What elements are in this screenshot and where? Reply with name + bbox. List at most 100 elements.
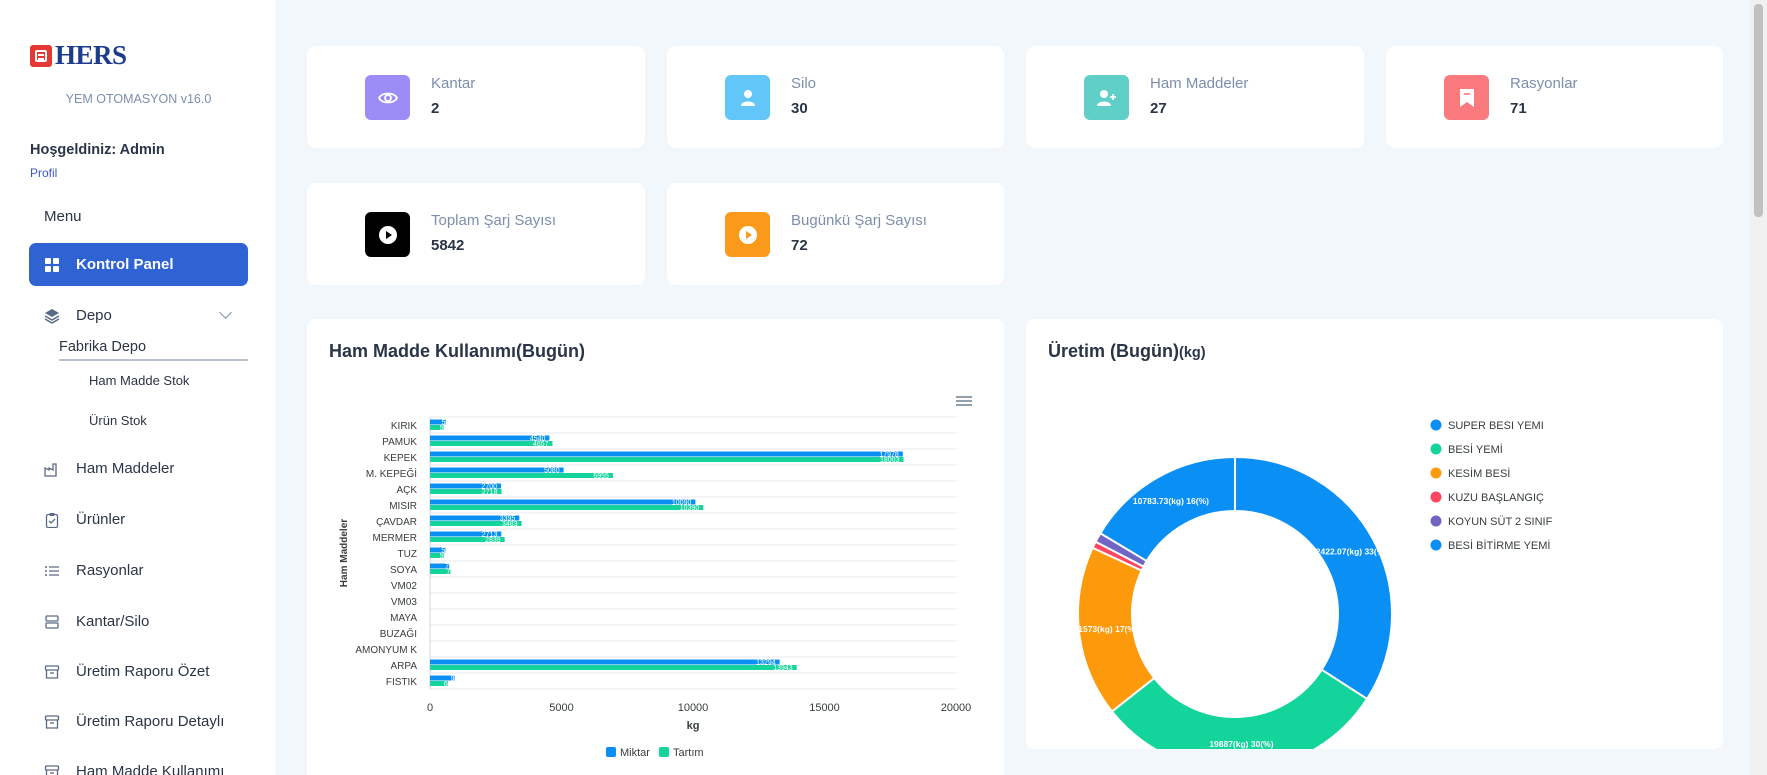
donut-slice bbox=[1110, 668, 1369, 749]
legend-label: KUZU BAŞLANGIÇ bbox=[1448, 492, 1544, 504]
category-label: MISIR bbox=[389, 501, 417, 512]
panel-title: Ham Madde Kullanımı(Bugün) bbox=[329, 341, 585, 361]
bar-tartım bbox=[430, 569, 451, 574]
legend-swatch bbox=[659, 747, 669, 757]
bar-miktar bbox=[430, 419, 446, 425]
bar-tartım bbox=[430, 505, 704, 510]
data-label: 935 bbox=[451, 676, 463, 683]
category-label: ÇAVDAR bbox=[376, 517, 417, 528]
x-tick-label: 15000 bbox=[809, 702, 840, 714]
sidebar-item-urunler[interactable]: Ürünler bbox=[29, 498, 248, 541]
user-plus-icon bbox=[1084, 75, 1129, 120]
bar-miktar bbox=[430, 675, 455, 681]
sidebar-subitem-ham-madde-stok[interactable]: Ham Madde Stok bbox=[89, 373, 190, 388]
bar-tartım bbox=[430, 441, 553, 446]
chart-menu-icon bbox=[956, 396, 972, 406]
stat-value: 72 bbox=[791, 237, 808, 254]
stat-card-ham-maddeler[interactable]: Ham Maddeler 27 bbox=[1026, 46, 1364, 148]
stat-card-toplam-sarj[interactable]: Toplam Şarj Sayısı 5842 bbox=[307, 183, 645, 285]
x-tick-label: 20000 bbox=[941, 702, 972, 714]
bar-tartım bbox=[430, 521, 522, 526]
slice-label: 22422.07(kg) 33(%) bbox=[1311, 547, 1387, 557]
x-axis-label: kg bbox=[687, 720, 700, 732]
bar-miktar bbox=[430, 515, 520, 521]
data-label: 13943 bbox=[773, 665, 793, 672]
legend-label: Miktar bbox=[620, 747, 650, 759]
bar-tartım bbox=[430, 425, 444, 430]
sidebar-item-rasyonlar[interactable]: Rasyonlar bbox=[29, 549, 248, 592]
legend-label: KOYUN SÜT 2 SINIF bbox=[1448, 516, 1553, 528]
sidebar-item-kontrol-panel[interactable]: Kontrol Panel bbox=[29, 243, 248, 286]
sidebar-item-label: Ham Maddeler bbox=[76, 460, 175, 477]
data-label: 10090 bbox=[672, 500, 692, 507]
sidebar: HERS YEM OTOMASYON v16.0 Hoşgeldiniz: Ad… bbox=[0, 0, 277, 775]
sidebar-item-uretim-raporu-ozet[interactable]: Üretim Raporu Özet bbox=[29, 650, 248, 693]
sidebar-item-label: Ham Madde Kullanımı bbox=[76, 763, 225, 775]
eye-icon bbox=[365, 75, 410, 120]
data-label: 18003 bbox=[880, 457, 900, 464]
clipboard-icon bbox=[44, 512, 60, 528]
archive-icon bbox=[44, 764, 60, 775]
menu-heading: Menu bbox=[44, 208, 82, 225]
bar-miktar bbox=[430, 435, 550, 441]
sidebar-subitem-fabrika-depo[interactable]: Fabrika Depo bbox=[59, 339, 147, 355]
data-label: 5080 bbox=[544, 468, 560, 475]
data-label: 10390 bbox=[680, 505, 700, 512]
production-panel: Üretim (Bugün)(kg) 22422.07(kg) 33(%) 198… bbox=[1026, 319, 1723, 749]
sidebar-subitem-urun-stok[interactable]: Ürün Stok bbox=[89, 413, 147, 428]
bar-tartım bbox=[430, 473, 613, 478]
profile-link[interactable]: Profil bbox=[30, 166, 58, 180]
stat-card-kantar[interactable]: Kantar 2 bbox=[307, 46, 645, 148]
slice-label: 10783.73(kg) 16(%) bbox=[1133, 496, 1209, 506]
legend-swatch bbox=[606, 747, 616, 757]
sidebar-item-kantar-silo[interactable]: Kantar/Silo bbox=[29, 600, 248, 643]
raw-material-usage-panel: Ham Madde Kullanımı(Bugün) KIRIK 595 518 PA… bbox=[307, 319, 1004, 775]
category-label: ARPA bbox=[391, 661, 418, 672]
factory-icon bbox=[44, 461, 60, 477]
data-label: 4657 bbox=[533, 441, 549, 448]
vertical-scrollbar[interactable] bbox=[1750, 0, 1767, 775]
data-label: 17978 bbox=[879, 452, 899, 459]
stat-label: Kantar bbox=[431, 75, 476, 92]
stat-label: Rasyonlar bbox=[1510, 75, 1578, 92]
sidebar-item-label: Kontrol Panel bbox=[76, 256, 174, 273]
scrollbar-thumb[interactable] bbox=[1754, 4, 1763, 217]
data-label: 520 bbox=[440, 553, 452, 560]
sidebar-item-uretim-raporu-detayli[interactable]: Üretim Raporu Detaylı bbox=[29, 700, 248, 743]
legend-marker bbox=[1430, 491, 1442, 503]
bookmark-icon bbox=[1444, 75, 1489, 120]
panel-title-text: Üretim (Bugün) bbox=[1048, 341, 1179, 361]
data-label: 4540 bbox=[530, 436, 546, 443]
sidebar-item-label: Üretim Raporu Özet bbox=[76, 663, 210, 680]
data-label: 595 bbox=[442, 420, 454, 427]
bar-tartım bbox=[430, 665, 797, 670]
data-label: 2718 bbox=[482, 489, 498, 496]
legend-label: SUPER BESI YEMI bbox=[1448, 420, 1544, 432]
brand-logo[interactable]: HERS bbox=[30, 40, 127, 71]
stat-card-silo[interactable]: Silo 30 bbox=[667, 46, 1004, 148]
legend-label: BESİ BİTİRME YEMİ bbox=[1448, 539, 1551, 552]
sidebar-item-label: Depo bbox=[76, 307, 112, 324]
dashboard-icon bbox=[44, 257, 60, 273]
category-label: KEPEK bbox=[384, 453, 418, 464]
app-version: YEM OTOMASYON v16.0 bbox=[65, 92, 212, 106]
data-label: 2700 bbox=[481, 484, 497, 491]
category-label: MAYA bbox=[390, 613, 417, 624]
archive-icon bbox=[44, 714, 60, 730]
stat-value: 2 bbox=[431, 100, 440, 117]
sidebar-item-depo[interactable]: Depo bbox=[29, 294, 248, 337]
stat-card-bugunku-sarj[interactable]: Bugünkü Şarj Sayısı 72 bbox=[667, 183, 1004, 285]
layers-icon bbox=[44, 308, 60, 324]
stat-card-rasyonlar[interactable]: Rasyonlar 71 bbox=[1386, 46, 1723, 148]
user-icon bbox=[725, 75, 770, 120]
legend-marker bbox=[1430, 515, 1442, 527]
bar-miktar bbox=[430, 499, 696, 505]
sidebar-item-ham-madde-kullanimi[interactable]: Ham Madde Kullanımı bbox=[29, 750, 248, 775]
donut-slice bbox=[1234, 455, 1393, 701]
data-label: 518 bbox=[440, 425, 452, 432]
sidebar-item-ham-maddeler[interactable]: Ham Maddeler bbox=[29, 447, 248, 490]
data-label: 583 bbox=[441, 548, 453, 555]
stat-label: Silo bbox=[791, 75, 817, 92]
category-label: AÇK bbox=[396, 485, 417, 496]
